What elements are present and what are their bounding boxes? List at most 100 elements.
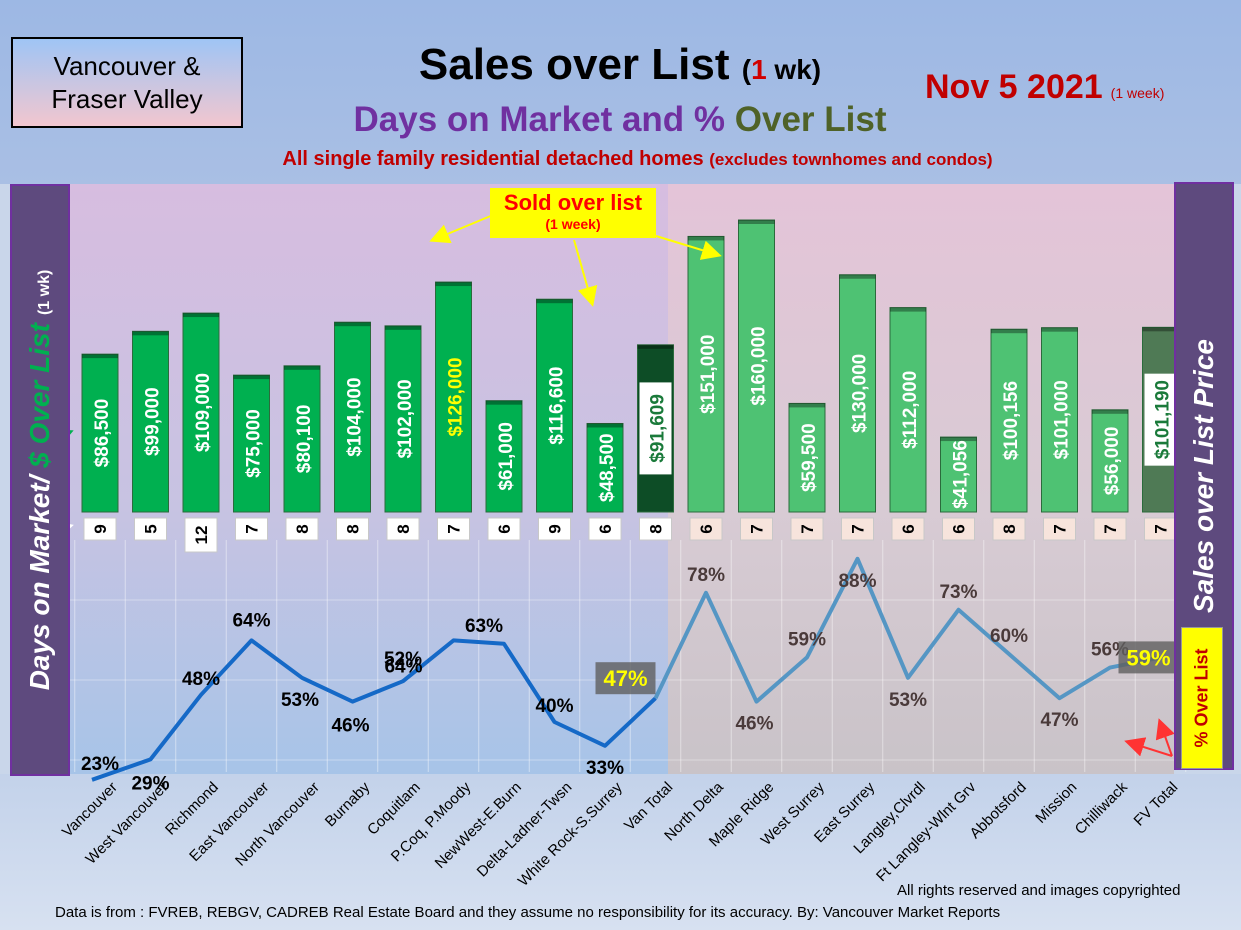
callout-arrow-3 bbox=[655, 235, 722, 260]
pct-label: 88% bbox=[838, 571, 876, 592]
bar-value-label: $116,600 bbox=[547, 367, 568, 445]
bar-cap bbox=[738, 220, 775, 224]
bar-east-vancouver bbox=[233, 374, 270, 513]
pct-label: 52% bbox=[384, 649, 422, 670]
dom-value: 6 bbox=[596, 524, 615, 533]
dom-box bbox=[134, 517, 167, 541]
subtitle-part-1: Days on Market and % bbox=[353, 100, 726, 139]
bar-value-label: $102,000 bbox=[395, 379, 416, 458]
pct-label: 33% bbox=[586, 758, 624, 779]
dom-value: 7 bbox=[798, 524, 817, 533]
pct-label: 46% bbox=[331, 716, 369, 737]
bar-north-delta bbox=[687, 235, 725, 513]
bar-cap bbox=[1092, 409, 1128, 414]
dom-box bbox=[83, 517, 117, 541]
bar-cap bbox=[183, 313, 219, 318]
left-axis-panel: Days on Market/ $ Over List(1 wk) bbox=[10, 184, 70, 776]
bar-cap bbox=[637, 344, 674, 349]
pct-label: 63% bbox=[465, 616, 503, 637]
chart-subtitle: Days on Market and % Over List bbox=[300, 100, 940, 140]
dom-value: 6 bbox=[697, 524, 716, 533]
left-axis-label: Days on Market/ $ Over List(1 wk) bbox=[24, 269, 55, 691]
bar-cap bbox=[839, 274, 876, 279]
right-axis-label: Sales over List Price bbox=[1188, 339, 1219, 613]
bar-value-label: $101,190 bbox=[1153, 380, 1174, 459]
bar-value-label: $59,500 bbox=[799, 423, 820, 492]
dom-value: 8 bbox=[394, 524, 413, 533]
bar-value-label: $61,000 bbox=[496, 422, 517, 491]
bar-cap bbox=[991, 329, 1027, 334]
pct-label: 40% bbox=[535, 696, 573, 717]
bar-vancouver bbox=[81, 353, 119, 513]
bar-cap bbox=[284, 365, 320, 370]
pct-label: 53% bbox=[281, 690, 319, 711]
bar-cap bbox=[536, 299, 573, 304]
bar-chilliwack bbox=[1091, 409, 1129, 513]
bar-newwest-e-burn bbox=[485, 400, 523, 513]
bar-cap bbox=[789, 403, 825, 408]
region-line-1: Vancouver & bbox=[53, 50, 201, 81]
bar-value-label: $80,100 bbox=[294, 405, 315, 474]
total-label-box bbox=[1144, 373, 1177, 466]
bar-coquitlam bbox=[384, 325, 422, 513]
dom-box bbox=[841, 517, 874, 541]
bar-value-label: $109,000 bbox=[193, 373, 214, 452]
dom-box bbox=[790, 517, 824, 541]
bar-value-label: $101,000 bbox=[1052, 380, 1073, 459]
bar-maple-ridge bbox=[738, 219, 775, 513]
pct-label: 23% bbox=[81, 754, 119, 775]
dom-box bbox=[740, 517, 773, 541]
bar-cap bbox=[688, 236, 724, 241]
dom-box bbox=[235, 517, 268, 541]
scope-note-main: All single family residential detached h… bbox=[282, 148, 704, 170]
dom-box bbox=[689, 517, 723, 541]
bar-cap bbox=[435, 282, 472, 287]
pct-label: 59% bbox=[788, 629, 826, 650]
bar-value-label: $91,609 bbox=[648, 394, 669, 463]
scope-note-small: (excludes townhomes and condos) bbox=[709, 150, 993, 169]
pct-label: 47% bbox=[603, 666, 647, 691]
bar-value-label: $104,000 bbox=[345, 377, 366, 456]
bar-value-label: $100,156 bbox=[1001, 381, 1022, 460]
copyright-note: All rights reserved and images copyright… bbox=[897, 882, 1181, 899]
bar-value-label: $99,000 bbox=[143, 387, 164, 456]
bar-p-coq-p-moody bbox=[435, 281, 472, 513]
bar-white-rock-s-surrey bbox=[586, 422, 624, 513]
dom-value: 8 bbox=[293, 524, 312, 533]
pct-label: 46% bbox=[735, 714, 773, 735]
bar-cap bbox=[587, 423, 623, 428]
bar-north-vancouver bbox=[283, 365, 321, 513]
callout-arrow-1 bbox=[429, 214, 494, 244]
dom-box bbox=[437, 517, 470, 541]
bar-cap bbox=[334, 322, 371, 327]
bar-value-label: $86,500 bbox=[92, 399, 113, 468]
legend-arrow-2 bbox=[1155, 718, 1175, 757]
dom-box bbox=[992, 517, 1026, 541]
chart-title: Sales over List (1 wk) bbox=[300, 40, 940, 90]
pct-label: 64% bbox=[384, 656, 422, 677]
region-line-2: Fraser Valley bbox=[51, 83, 203, 114]
dom-value: 6 bbox=[950, 524, 969, 533]
percent-over-list-legend: % Over List bbox=[1181, 627, 1223, 769]
callout-arrow-2 bbox=[573, 239, 598, 307]
bar-mission bbox=[1041, 327, 1078, 513]
bar-cap bbox=[890, 307, 926, 312]
total-pct-box bbox=[1118, 641, 1179, 674]
dom-box bbox=[1043, 517, 1076, 541]
bar-cap bbox=[1041, 327, 1078, 332]
bar-east-surrey bbox=[839, 274, 876, 513]
bar-burnaby bbox=[334, 321, 371, 513]
line-fraser-valley bbox=[653, 556, 1161, 704]
callout-sub: (1 week) bbox=[545, 216, 601, 232]
bar-ft-langley-wlnt-grv bbox=[940, 436, 977, 513]
bar-cap bbox=[132, 331, 169, 336]
dom-value: 7 bbox=[1101, 524, 1120, 533]
pct-label: 59% bbox=[1126, 645, 1170, 670]
dom-value: 8 bbox=[647, 524, 666, 533]
sold-over-list-callout: Sold over list (1 week) bbox=[490, 188, 656, 238]
dom-box bbox=[639, 517, 672, 541]
bar-langley-clvrdl bbox=[889, 307, 927, 513]
bar-cap bbox=[486, 400, 522, 405]
bar-cap bbox=[82, 354, 118, 359]
dom-value: 7 bbox=[1152, 524, 1171, 533]
